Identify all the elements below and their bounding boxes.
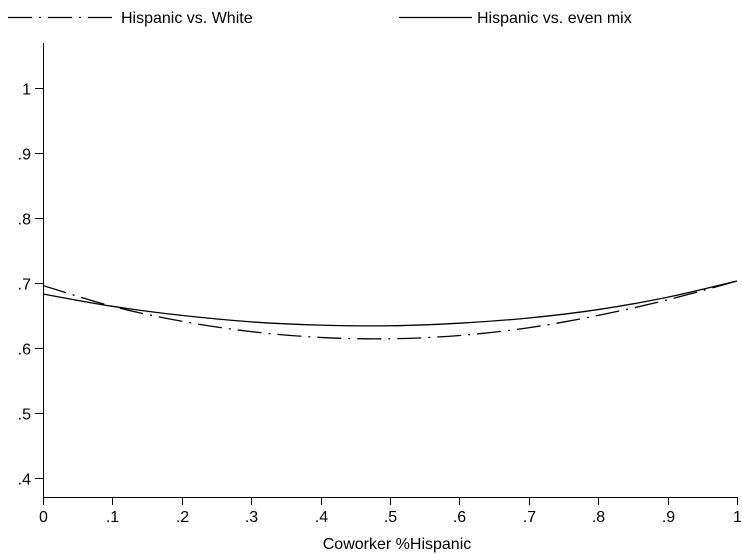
x-tick-label: 0	[39, 509, 48, 526]
x-axis-title: Coworker %Hispanic	[323, 536, 472, 553]
axes: .4 .5 .6 .7 .8 .9 1 0 .1 .2 .3 .4 .5 .6 .7 .8 .9 1	[18, 43, 742, 526]
x-tick-label: .3	[245, 509, 258, 526]
y-tick-label: .5	[18, 407, 31, 424]
series-line-2	[42, 280, 738, 327]
y-tick-label: .7	[18, 277, 31, 294]
x-tick-label: .9	[662, 509, 675, 526]
series-line-1	[42, 280, 738, 340]
x-tick-label: .2	[176, 509, 189, 526]
y-tick-label: .9	[18, 147, 31, 164]
x-tick-label: 1	[733, 509, 742, 526]
legend-label-2: Hispanic vs. even mix	[477, 10, 632, 27]
y-tick-label: .6	[18, 342, 31, 359]
x-tick-label: .8	[592, 509, 605, 526]
x-tick-label: .1	[106, 509, 119, 526]
y-tick-label: .4	[18, 472, 31, 489]
x-tick-label: .4	[315, 509, 328, 526]
y-tick-label: .8	[18, 212, 31, 229]
x-tick-label: .7	[523, 509, 536, 526]
legend: Hispanic vs. White Hispanic vs. even mix	[8, 10, 632, 27]
legend-label-1: Hispanic vs. White	[121, 10, 253, 27]
y-tick-label: 1	[22, 82, 31, 99]
x-tick-label: .6	[453, 509, 466, 526]
x-tick-label: .5	[384, 509, 397, 526]
series-layer	[42, 280, 738, 340]
